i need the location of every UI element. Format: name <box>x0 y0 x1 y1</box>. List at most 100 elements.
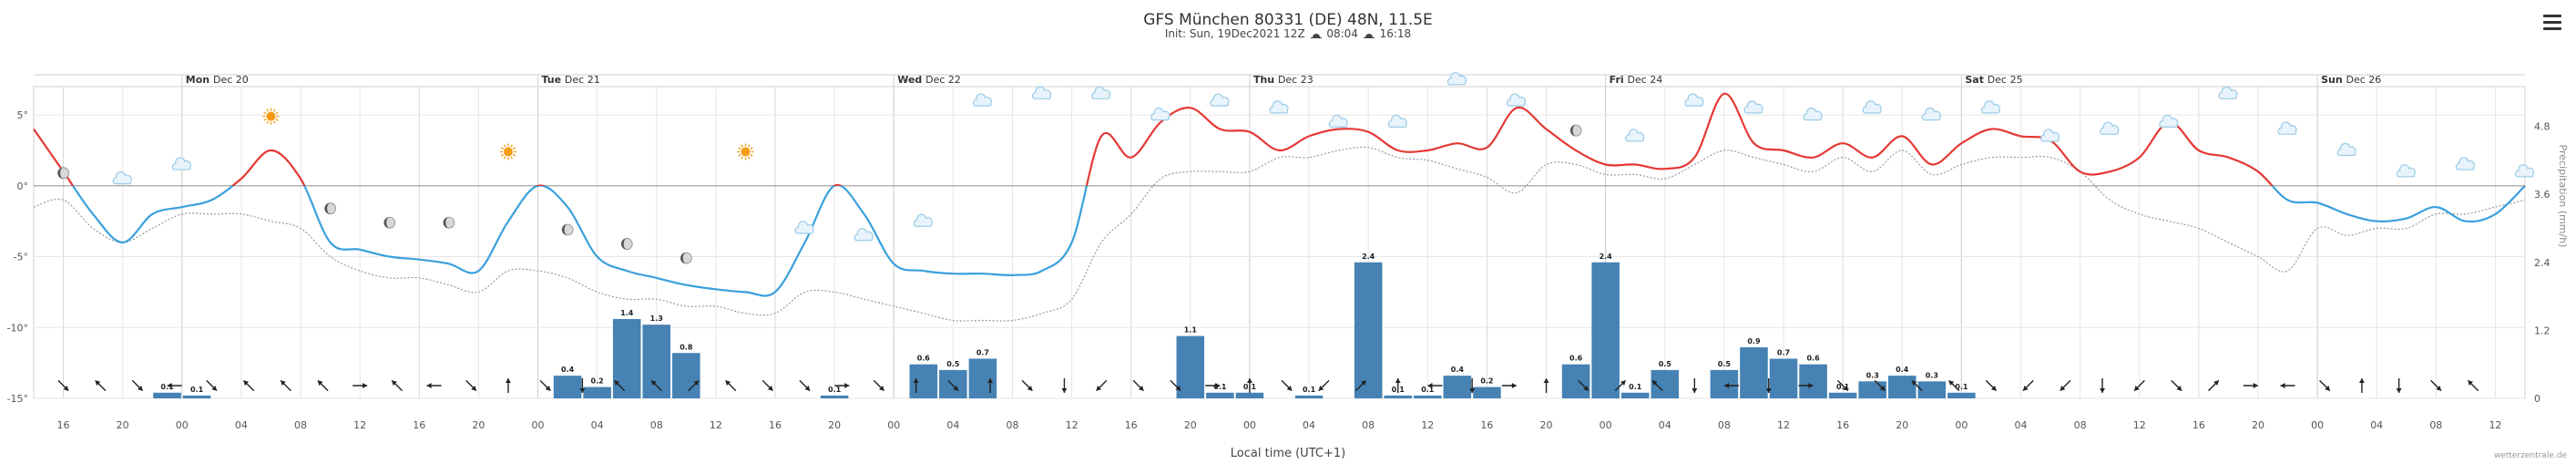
wind-arrow-head <box>844 383 850 388</box>
x-tick-label: 04 <box>591 419 604 431</box>
moon-shadow <box>57 167 64 179</box>
wind-arrow-icon <box>1765 378 1772 393</box>
precip-bar <box>1176 335 1205 398</box>
x-tick-label: 00 <box>2311 419 2324 431</box>
wind-arrow-icon <box>2319 379 2331 392</box>
cloud-shape <box>1446 72 1467 86</box>
wind-arrow-head <box>2396 388 2402 393</box>
wind-arrow-head <box>1175 386 1181 391</box>
wind-arrow-icon <box>688 379 700 392</box>
x-tick-label: 12 <box>1777 419 1790 431</box>
precip-label: 2.4 <box>1362 253 1375 261</box>
wind-arrow-icon <box>1246 378 1252 393</box>
wind-arrow-icon <box>426 383 442 388</box>
x-tick-label: 08 <box>2429 419 2442 431</box>
wind-arrow-head <box>2060 386 2066 391</box>
precip-bar <box>1473 387 1501 398</box>
cloud-icon <box>972 93 992 107</box>
wind-arrow-head <box>363 383 368 388</box>
wind-arrow-head <box>1427 383 1433 388</box>
precip-label: 0.6 <box>1569 355 1583 363</box>
precip-label: 0.1 <box>1955 383 1968 391</box>
cloud-shape <box>2396 164 2416 178</box>
sun-ray <box>263 111 267 115</box>
hamburger-menu-icon[interactable] <box>2543 15 2561 31</box>
cloud-shape <box>1328 114 1348 129</box>
cloud-icon <box>171 157 191 170</box>
precip-bar <box>1206 392 1234 398</box>
wind-arrow-icon <box>1061 378 1068 393</box>
wind-arrow-icon <box>1205 383 1221 388</box>
wind-arrow-icon <box>1469 378 1476 393</box>
precip-bar <box>642 325 671 398</box>
cloud-shape <box>972 93 992 107</box>
wind-arrow-head <box>987 378 994 383</box>
x-tick-label: 00 <box>1955 419 1968 431</box>
chart-title: GFS München 80331 (DE) 48N, 11.5E <box>1143 11 1433 29</box>
wind-arrow-icon <box>1948 379 1960 392</box>
cloud-icon <box>1387 114 1407 129</box>
wind-arrow-head <box>725 380 731 386</box>
cloud-icon <box>1625 129 1645 142</box>
cloud-icon <box>2218 86 2238 99</box>
precip-label: 0.7 <box>976 348 989 356</box>
wind-arrow-head <box>693 380 700 386</box>
wind-arrow-icon <box>762 379 774 392</box>
wind-arrow-head <box>2022 386 2029 391</box>
wind-arrow-head <box>1469 388 1476 393</box>
wind-arrow-head <box>2213 380 2219 386</box>
wind-arrow-head <box>2468 380 2474 386</box>
cloud-icon <box>854 228 874 242</box>
day-label: Tue Dec 21 <box>542 74 600 86</box>
wind-arrow-head <box>1096 386 1102 391</box>
temperature-line-cold <box>71 185 2526 297</box>
moon-icon <box>443 216 455 229</box>
credits-link[interactable]: wetterzentrale.de <box>2493 451 2567 460</box>
day-label: Wed Dec 22 <box>897 74 961 86</box>
wind-arrow-head <box>1138 386 1144 391</box>
precip-label: 0.5 <box>1718 360 1732 368</box>
wind-arrow-icon <box>131 379 144 392</box>
precip-bar <box>1294 395 1324 398</box>
precip-bar <box>1799 364 1827 398</box>
wind-arrow-icon <box>1427 383 1443 388</box>
y-right-tick-label: 4.8 <box>2534 121 2550 133</box>
wind-arrow-head <box>804 386 811 391</box>
wind-arrow-icon <box>1614 379 1627 392</box>
wind-arrow-icon <box>873 379 885 392</box>
y-right-tick-label: 2.4 <box>2534 257 2550 269</box>
wind-arrow-head <box>1583 386 1589 391</box>
cloud-icon <box>1862 100 1882 114</box>
wind-arrow-head <box>1990 386 1997 391</box>
moon-shadow <box>562 224 568 235</box>
cloud-icon <box>1150 107 1170 121</box>
wind-arrow-head <box>1395 378 1401 383</box>
sun-ray <box>738 153 741 157</box>
wind-arrow-icon <box>206 379 218 392</box>
day-label: Fri Dec 24 <box>1610 74 1663 86</box>
cloud-icon <box>1803 107 1823 121</box>
precip-label: 0.1 <box>1836 383 1850 391</box>
x-tick-label: 12 <box>1421 419 1434 431</box>
wind-arrow-head <box>505 378 511 383</box>
sun-icon <box>737 143 754 160</box>
wind-arrow-head <box>317 380 323 386</box>
x-tick-label: 20 <box>1540 419 1553 431</box>
cloud-shape <box>1862 100 1882 114</box>
cloud-icon <box>2040 129 2060 142</box>
precip-label: 0.1 <box>1421 386 1435 394</box>
cloud-icon <box>1032 86 1052 99</box>
wind-arrow-icon <box>353 383 368 388</box>
wind-arrow-head <box>1692 388 1698 393</box>
wind-arrow-head <box>1511 383 1517 388</box>
wind-arrow-icon <box>1095 379 1108 392</box>
cloud-shape <box>2455 157 2475 170</box>
x-tick-label: 00 <box>1600 419 1612 431</box>
precip-bar <box>1561 364 1590 398</box>
x-tick-label: 12 <box>2133 419 2146 431</box>
cloud-icon <box>1980 100 2000 114</box>
precip-bar <box>1740 347 1768 398</box>
wind-arrow-head <box>471 386 476 391</box>
dewpoint-line <box>33 146 2526 322</box>
cloud-shape <box>2277 121 2297 135</box>
